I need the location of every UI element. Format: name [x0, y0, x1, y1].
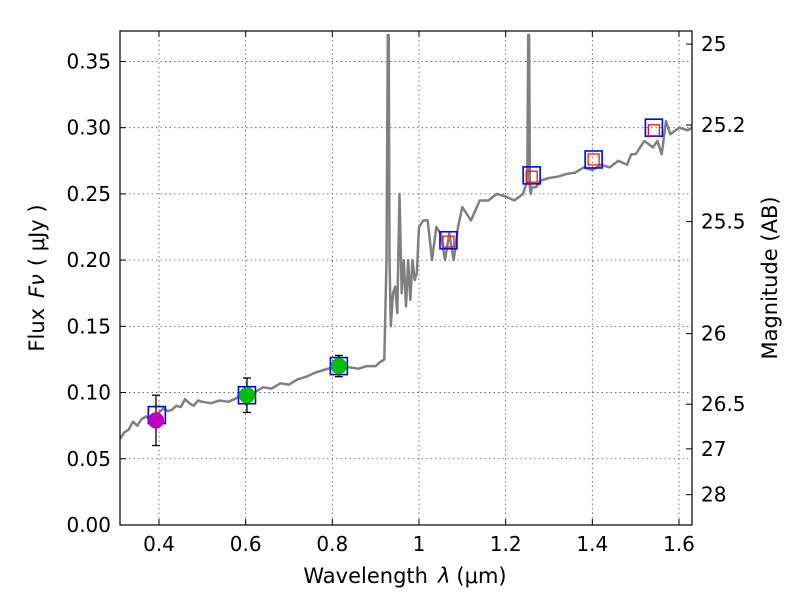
right-tick-label: 26.5: [701, 392, 746, 416]
y-axis-label-text: Flux: [25, 308, 49, 352]
x-tick-label: 1.6: [663, 532, 695, 556]
y-tick-label: 0.15: [66, 314, 111, 338]
model-square-blue: [439, 230, 458, 250]
y-tick-label: 0.20: [66, 248, 111, 272]
grid-lines: [120, 31, 692, 526]
y-axis-symbol: Fν: [25, 274, 49, 298]
spectrum-layer: [120, 33, 692, 440]
x-tick-label: 0.8: [316, 532, 348, 556]
observed-point: [238, 386, 256, 404]
y-tick-label: 0.05: [66, 447, 111, 471]
observed-point: [330, 357, 348, 375]
model-square-blue: [584, 150, 603, 169]
x-tick-label: 1: [413, 532, 426, 556]
y-tick-label: 0.00: [66, 513, 111, 537]
right-tick-label: 27: [701, 437, 726, 461]
y-axis-unit: ( μJy ): [25, 204, 49, 266]
plot-frame: [119, 30, 693, 526]
x-tick-label: 0.4: [143, 532, 175, 556]
observed-point: [147, 412, 165, 429]
model-square-red: [587, 153, 600, 166]
x-axis-label: Wavelength λ (μm): [303, 564, 506, 588]
y-tick-label: 0.35: [66, 49, 111, 73]
right-axis-label: Magnitude (AB): [758, 196, 782, 359]
y-axis-label: Flux Fν ( μJy ): [25, 204, 49, 351]
spectrum-line: [120, 33, 692, 440]
right-tick-label: 25.2: [701, 113, 746, 137]
right-tick-label: 25: [701, 32, 726, 56]
x-tick-label: 1.4: [576, 532, 608, 556]
x-axis-symbol: λ: [437, 564, 450, 588]
x-axis-unit: (μm): [456, 564, 506, 588]
axis-ticks: 0.4 0.6 0.8 1 1.2 1.4 1.6 0.00 0.05 0.10 0.15 0.20 0…: [66, 31, 746, 556]
model-square-red: [442, 235, 455, 248]
model-square-red: [525, 170, 538, 183]
model-square-red: [647, 124, 660, 137]
x-tick-label: 1.2: [490, 532, 522, 556]
right-tick-label: 28: [701, 483, 726, 507]
right-tick-label: 25.5: [701, 210, 746, 234]
y-tick-label: 0.30: [66, 116, 111, 140]
right-tick-label: 26: [701, 322, 726, 346]
y-tick-label: 0.10: [66, 381, 111, 405]
model-square-blue: [522, 166, 541, 185]
x-tick-label: 0.6: [230, 532, 262, 556]
x-axis-label-text: Wavelength: [303, 564, 428, 588]
y-tick-label: 0.25: [66, 182, 111, 206]
photometry-markers: [147, 118, 664, 447]
